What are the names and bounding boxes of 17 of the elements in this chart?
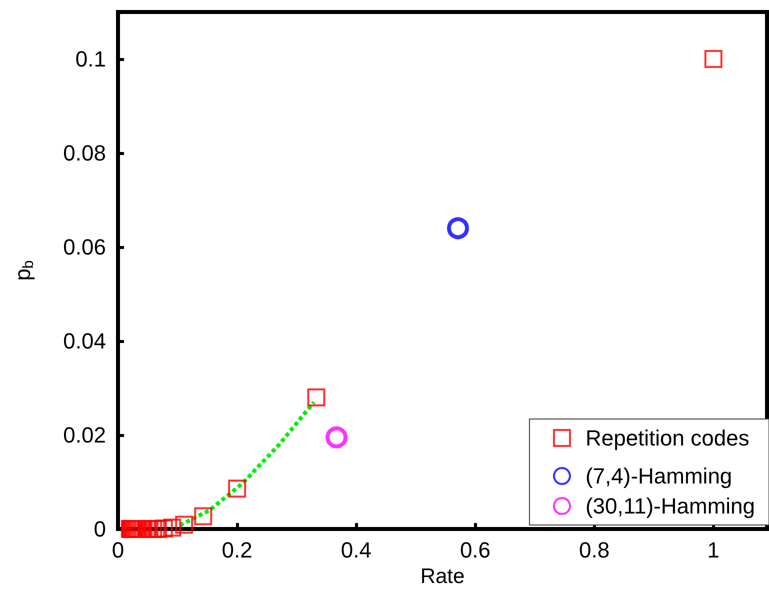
y-tick-label: 0.08 [63,140,106,166]
y-tick-label: 0.06 [63,234,106,260]
y-tick-label: 0.04 [63,328,106,354]
x-tick-label: 0.8 [579,538,610,562]
x-tick-label: 0.6 [460,538,491,562]
x-tick-label: 0.2 [222,538,252,562]
y-tick-label: 0.1 [75,46,106,72]
x-tick-label: 1 [707,538,720,562]
legend-label: Repetition codes [585,426,750,450]
y-tick-label: 0.02 [63,422,106,448]
x-tick-label: 0.4 [340,538,372,562]
legend-label: (7,4)-Hamming [585,464,732,488]
y-tick-label: 0 [94,516,106,542]
y-axis-title: pb [10,260,37,281]
x-tick-label: 0 [112,538,124,562]
x-axis-title: Rate [420,564,465,588]
legend-label: (30,11)-Hamming [585,494,756,518]
